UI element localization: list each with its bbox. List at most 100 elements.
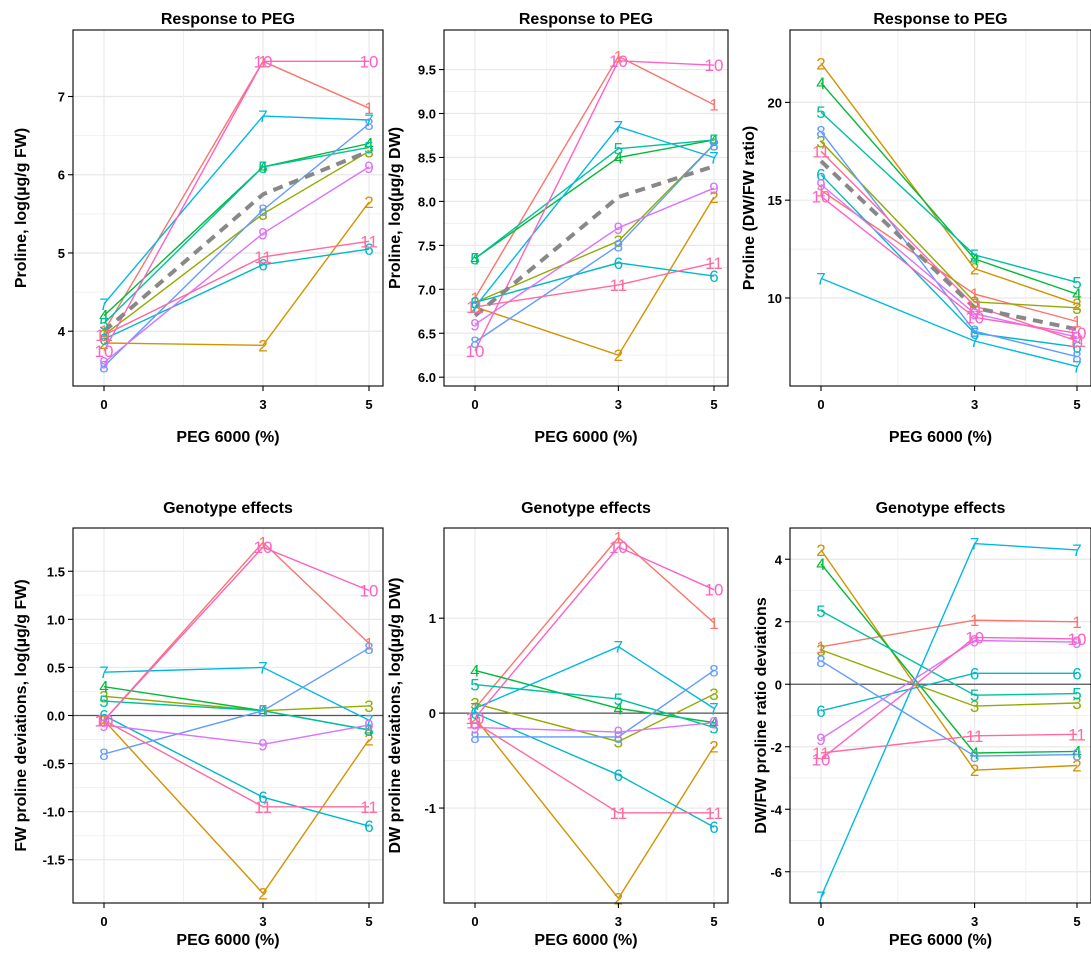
point-label-genotype-9: 9: [258, 735, 267, 754]
point-label-genotype-2: 2: [709, 737, 718, 756]
series-line-genotype-11: [820, 733, 1078, 754]
y-tick-label: 2: [775, 615, 782, 630]
x-tick-label: 0: [817, 914, 824, 929]
point-label-genotype-6: 6: [709, 267, 718, 286]
x-axis-title: PEG 6000 (%): [889, 932, 992, 949]
point-label-genotype-10: 10: [965, 628, 984, 647]
point-label-genotype-10: 10: [360, 582, 379, 601]
series-line-genotype-2: [103, 201, 370, 347]
y-tick-label: 4: [58, 324, 66, 339]
point-label-genotype-5: 5: [970, 246, 979, 265]
y-tick-label: 15: [768, 193, 782, 208]
point-label-genotype-9: 9: [364, 158, 373, 177]
series-line-genotype-8: [475, 669, 715, 738]
point-label-genotype-3: 3: [258, 205, 267, 224]
point-label-genotype-10: 10: [965, 309, 984, 328]
point-label-genotype-2: 2: [970, 761, 979, 780]
y-tick-label: 8.5: [418, 150, 436, 165]
series-line-genotype-6: [820, 672, 1077, 712]
point-label-genotype-10: 10: [254, 52, 273, 71]
point-label-genotype-6: 6: [258, 788, 267, 807]
y-tick-label: -4: [770, 802, 782, 817]
point-label-genotype-9: 9: [470, 718, 479, 737]
series-line-genotype-9: [474, 721, 715, 733]
point-label-genotype-3: 3: [709, 135, 718, 154]
point-label-genotype-9: 9: [614, 723, 623, 742]
point-label-genotype-2: 2: [258, 336, 267, 355]
point-label-genotype-11: 11: [360, 232, 378, 251]
point-label-genotype-7: 7: [614, 118, 623, 137]
point-label-genotype-8: 8: [258, 702, 267, 721]
point-label-genotype-6: 6: [816, 702, 825, 721]
point-label-genotype-1: 1: [816, 181, 825, 200]
series-line-genotype-5: [820, 610, 1078, 696]
point-label-genotype-6: 6: [614, 254, 623, 273]
point-label-genotype-9: 9: [816, 730, 825, 749]
point-label-genotype-11: 11: [610, 276, 628, 295]
x-axis-title: PEG 6000 (%): [534, 429, 637, 446]
plot-frame: [789, 29, 1091, 387]
series-lines: [474, 55, 715, 357]
grid: [790, 30, 1091, 386]
x-tick-label: 5: [1073, 397, 1080, 412]
series-line-genotype-3: [474, 143, 715, 304]
x-axis-title: PEG 6000 (%): [534, 932, 637, 949]
point-label-genotype-10: 10: [609, 538, 628, 557]
point-label-genotype-4: 4: [970, 250, 979, 269]
point-label-genotype-2: 2: [816, 54, 825, 73]
y-tick-label: 0: [775, 677, 782, 692]
point-label-genotype-5: 5: [364, 138, 373, 157]
point-label-genotype-6: 6: [970, 324, 979, 343]
x-tick-label: 3: [259, 397, 266, 412]
point-label-genotype-1: 1: [99, 322, 108, 341]
point-label-genotype-6: 6: [1072, 664, 1081, 683]
series-line-genotype-4: [820, 82, 1078, 295]
series-line-genotype-4: [474, 139, 715, 260]
point-label-genotype-6: 6: [99, 707, 108, 726]
point-label-genotype-11: 11: [705, 804, 723, 823]
series-line-genotype-2: [474, 196, 715, 357]
point-label-genotype-3: 3: [470, 293, 479, 312]
plot-frame: [789, 527, 1091, 904]
point-label-genotype-5: 5: [99, 314, 108, 333]
point-label-genotype-3: 3: [364, 697, 373, 716]
point-label-genotype-11: 11: [360, 798, 378, 817]
series-line-genotype-1: [474, 55, 715, 299]
point-label-genotype-4: 4: [258, 158, 267, 177]
mean-trend-line: [819, 159, 1078, 332]
point-label-genotype-5: 5: [99, 692, 108, 711]
series-line-genotype-10: [474, 60, 715, 352]
point-label-genotype-11: 11: [254, 798, 272, 817]
y-tick-label: -0.5: [43, 757, 65, 772]
series-line-genotype-6: [474, 262, 715, 304]
point-label-genotype-6: 6: [1072, 338, 1081, 357]
point-label-genotype-3: 3: [258, 702, 267, 721]
point-label-genotype-2: 2: [99, 711, 108, 730]
y-tick-label: 7.0: [418, 282, 436, 297]
point-label-genotype-4: 4: [99, 307, 108, 326]
panel-title: Genotype effects: [163, 500, 293, 517]
point-label-genotype-7: 7: [709, 699, 718, 718]
point-label-genotype-2: 2: [970, 260, 979, 279]
point-label-genotype-5: 5: [258, 158, 267, 177]
point-label-genotype-7: 7: [258, 658, 267, 677]
point-label-genotype-6: 6: [614, 766, 623, 785]
series-line-genotype-9: [820, 183, 1078, 338]
point-label-genotype-4: 4: [364, 134, 373, 153]
point-label-genotype-7: 7: [258, 107, 267, 126]
point-label-genotype-9: 9: [614, 219, 623, 238]
point-label-genotype-6: 6: [364, 817, 373, 836]
point-label-genotype-6: 6: [258, 256, 267, 275]
point-label-genotype-11: 11: [812, 744, 830, 763]
point-label-genotype-1: 1: [709, 614, 718, 633]
point-label-genotype-2: 2: [470, 709, 479, 728]
y-tick-label: 9.0: [418, 107, 436, 122]
series-lines: [820, 542, 1078, 898]
point-label-genotype-7: 7: [364, 711, 373, 730]
x-tick-label: 5: [365, 397, 372, 412]
